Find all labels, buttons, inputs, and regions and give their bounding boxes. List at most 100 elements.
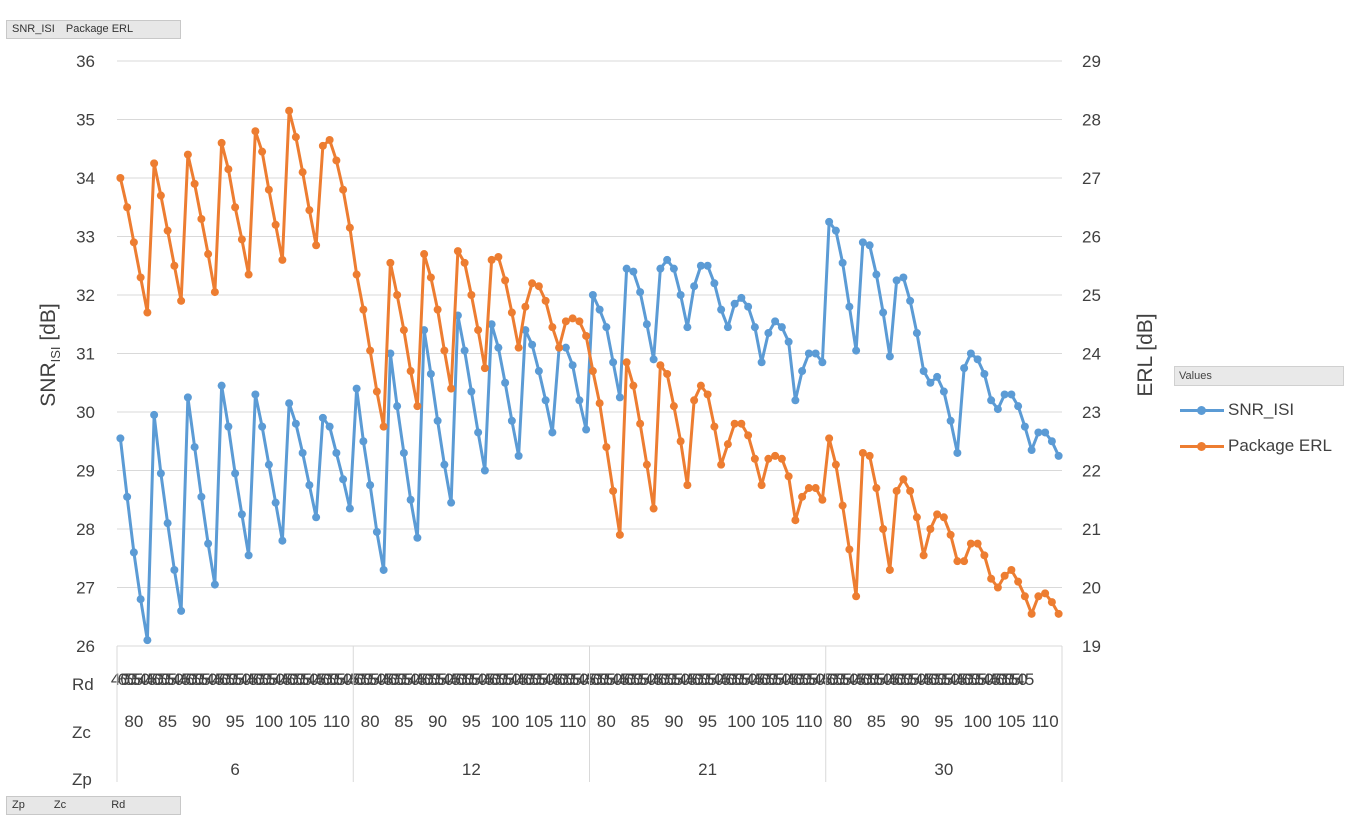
data-point-package-erl [933,510,942,519]
data-point-package-erl [1014,577,1023,586]
x-rd-tick-label: 55 [462,670,481,689]
x-rd-tick-label: 55 [732,670,751,689]
x-rd-tick-label: 45 [509,670,528,689]
zc-field-button[interactable]: Zc [53,799,67,811]
x-rd-tick-label: 40 [988,670,1007,689]
data-point-snr-isi [663,255,672,264]
x-rd-tick-label: 55 [867,670,886,689]
data-point-snr-isi [1047,437,1056,446]
x-rd-tick-label: 45 [543,670,562,689]
x-rd-tick-label: 40 [448,670,467,689]
x-level-label-zc: Zc [72,723,91,742]
data-point-package-erl [777,454,786,463]
data-point-package-erl [771,451,780,460]
x-rd-tick-label: 50 [739,670,758,689]
data-point-snr-isi [629,267,638,276]
y-right-tick-label: 23 [1082,403,1101,422]
x-rd-tick-label: 60 [691,670,710,689]
x-zc-tick-label: 100 [963,712,991,731]
data-point-package-erl [1027,609,1036,618]
x-rd-tick-label: 40 [583,670,602,689]
data-point-package-erl [379,422,388,431]
data-point-package-erl [636,419,645,428]
data-point-snr-isi [393,402,402,411]
data-point-snr-isi [946,416,955,425]
x-rd-tick-label: 45 [442,670,461,689]
data-point-package-erl [474,326,483,335]
data-point-package-erl [359,305,368,314]
data-point-package-erl [426,273,435,282]
data-point-package-erl [447,384,456,393]
data-point-package-erl [690,396,699,405]
data-point-snr-isi [730,299,739,308]
x-rd-tick-label: 40 [853,670,872,689]
x-rd-tick-label: 60 [455,670,474,689]
data-point-package-erl [939,513,948,522]
x-rd-tick-label: 45 [880,670,899,689]
data-point-package-erl [143,308,152,317]
legend-label-snr-isi: SNR_ISI [1228,400,1295,419]
data-point-package-erl [312,241,321,250]
x-rd-tick-label: 60 [961,670,980,689]
axis-field-buttons[interactable]: Zp Zc Rd [6,796,181,815]
data-point-snr-isi [386,349,395,358]
data-point-package-erl [717,460,726,469]
x-rd-tick-label: 45 [847,670,866,689]
data-point-snr-isi [750,323,759,332]
y-left-tick-label: 30 [76,403,95,422]
value-field-buttons[interactable]: SNR_ISI Package ERL [6,20,181,39]
data-point-snr-isi [231,469,240,478]
x-rd-tick-label: 40 [718,670,737,689]
y-right-tick-label: 21 [1082,520,1101,539]
data-point-snr-isi [312,513,321,522]
x-rd-tick-label: 40 [752,670,771,689]
x-rd-tick-label: 40 [178,670,197,689]
x-rd-tick-label: 45 [475,670,494,689]
package-erl-field-button[interactable]: Package ERL [65,23,134,35]
x-rd-tick-label: 50 [334,670,353,689]
x-rd-tick-label: 50 [435,670,454,689]
rd-field-button[interactable]: Rd [111,799,126,811]
data-point-snr-isi [352,384,361,393]
data-point-snr-isi [912,329,921,338]
x-rd-tick-label: 60 [286,670,305,689]
x-rd-tick-label: 50 [300,670,319,689]
data-point-snr-isi [1000,390,1009,399]
data-point-snr-isi [170,565,179,574]
data-point-snr-isi [649,355,658,364]
data-point-package-erl [244,270,253,279]
y-left-tick-label: 27 [76,579,95,598]
x-rd-tick-label: 45 [340,670,359,689]
legend-header[interactable]: Values [1174,366,1344,386]
data-point-package-erl [622,358,631,367]
data-point-snr-isi [622,264,631,273]
data-point-package-erl [865,451,874,460]
data-point-package-erl [406,367,415,376]
snr-isi-field-button[interactable]: SNR_ISI [12,23,55,35]
x-zc-tick-label: 95 [226,712,245,731]
x-rd-tick-label: 60 [793,670,812,689]
x-zc-tick-label: 85 [867,712,886,731]
data-point-package-erl [906,486,915,495]
x-rd-tick-label: 50 [806,670,825,689]
data-point-snr-isi [204,539,213,548]
data-point-snr-isi [480,466,489,475]
x-rd-tick-label: 40 [381,670,400,689]
x-zc-tick-label: 110 [323,712,350,731]
data-point-package-erl [420,250,429,259]
data-point-snr-isi [696,261,705,270]
x-zc-tick-label: 110 [1032,712,1059,731]
x-rd-tick-label: 60 [894,670,913,689]
x-zc-tick-label: 105 [997,712,1025,731]
x-rd-tick-label: 60 [624,670,643,689]
x-rd-tick-label: 50 [199,670,218,689]
x-rd-tick-label: 60 [725,670,744,689]
x-rd-tick-label: 60 [185,670,204,689]
data-point-package-erl [879,525,888,533]
x-rd-tick-label: 60 [388,670,407,689]
x-rd-tick-label: 50 [604,670,623,689]
zp-field-button[interactable]: Zp [12,799,25,811]
x-rd-tick-label: 45 [813,670,832,689]
data-point-package-erl [386,258,395,267]
data-point-snr-isi [413,533,422,542]
